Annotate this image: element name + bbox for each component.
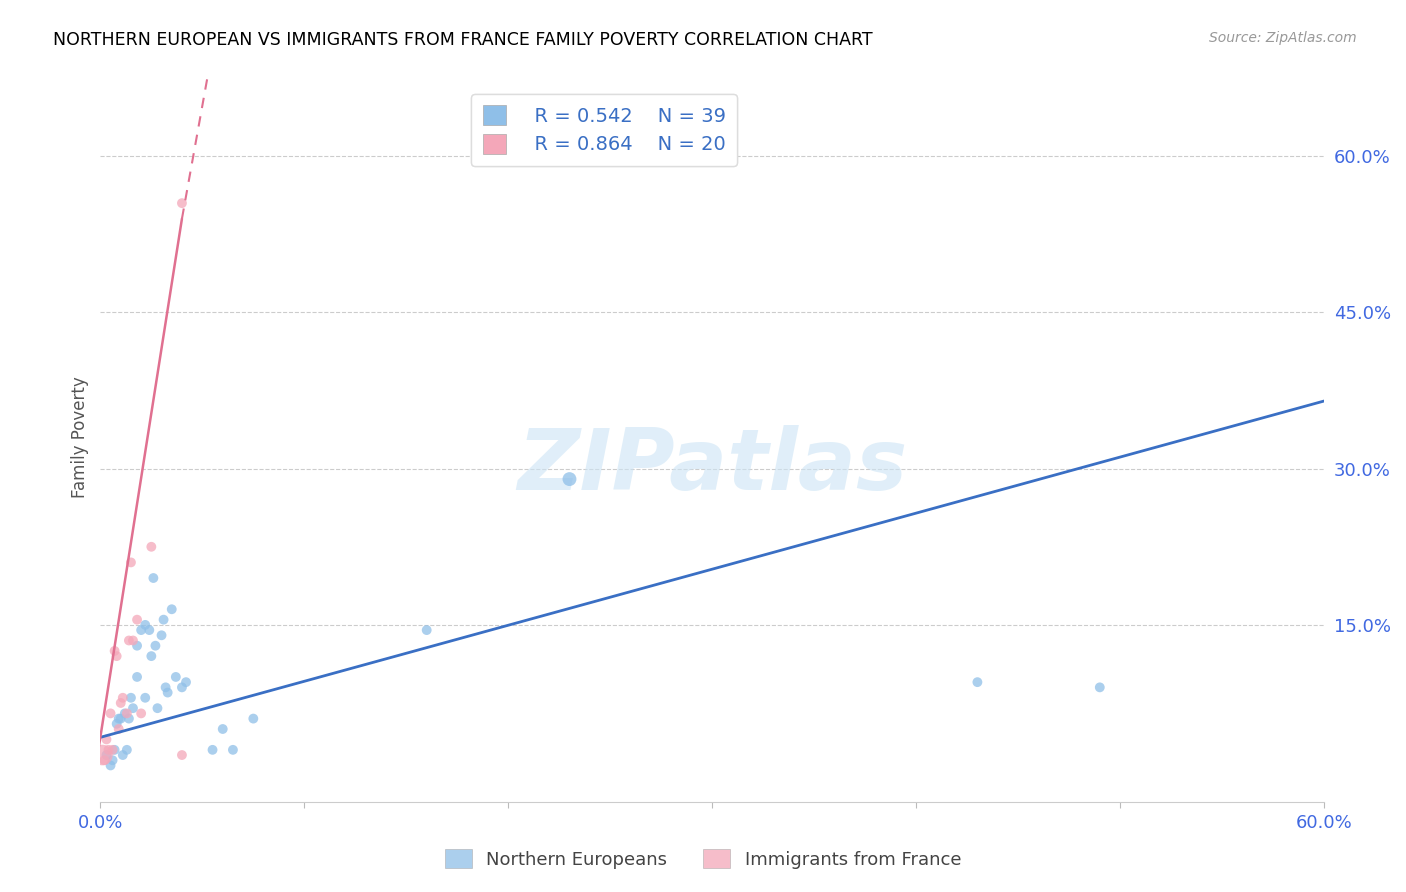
Y-axis label: Family Poverty: Family Poverty — [72, 376, 89, 499]
Point — [120, 690, 142, 705]
Point — [100, 706, 122, 721]
Point — [93, 753, 115, 767]
Point — [104, 644, 127, 658]
Point — [966, 675, 988, 690]
Text: NORTHERN EUROPEAN VS IMMIGRANTS FROM FRANCE FAMILY POVERTY CORRELATION CHART: NORTHERN EUROPEAN VS IMMIGRANTS FROM FRA… — [53, 31, 873, 49]
Point — [115, 743, 138, 757]
Point — [100, 758, 122, 772]
Point — [101, 753, 124, 767]
Point — [558, 472, 581, 486]
Point — [122, 633, 145, 648]
Point — [152, 613, 174, 627]
Point — [165, 670, 187, 684]
Text: Source: ZipAtlas.com: Source: ZipAtlas.com — [1209, 31, 1357, 45]
Point — [242, 712, 264, 726]
Point — [118, 712, 141, 726]
Point — [201, 743, 224, 757]
Point — [134, 618, 156, 632]
Point — [174, 675, 197, 690]
Point — [118, 633, 141, 648]
Point — [141, 649, 163, 664]
Point — [145, 639, 167, 653]
Point — [170, 747, 193, 762]
Point — [107, 722, 129, 736]
Point — [146, 701, 169, 715]
Point — [160, 602, 183, 616]
Point — [125, 639, 148, 653]
Legend: Northern Europeans, Immigrants from France: Northern Europeans, Immigrants from Fran… — [437, 842, 969, 876]
Point — [96, 747, 118, 762]
Point — [170, 681, 193, 695]
Point — [122, 701, 145, 715]
Point — [110, 696, 132, 710]
Point — [125, 613, 148, 627]
Point — [115, 706, 138, 721]
Point — [138, 623, 160, 637]
Point — [211, 722, 233, 736]
Text: ZIPatlas: ZIPatlas — [517, 425, 907, 508]
Point — [120, 555, 142, 569]
Point — [134, 690, 156, 705]
Legend:   R = 0.542    N = 39,   R = 0.864    N = 20: R = 0.542 N = 39, R = 0.864 N = 20 — [471, 94, 737, 166]
Point — [110, 712, 132, 726]
Point — [150, 628, 173, 642]
Point — [97, 743, 120, 757]
Point — [222, 743, 245, 757]
Point — [105, 649, 128, 664]
Point — [155, 681, 177, 695]
Point — [1088, 681, 1111, 695]
Point — [129, 706, 152, 721]
Point — [125, 670, 148, 684]
Point — [101, 743, 124, 757]
Point — [156, 685, 179, 699]
Point — [111, 690, 134, 705]
Point — [129, 623, 152, 637]
Point — [104, 743, 127, 757]
Point — [170, 196, 193, 211]
Point — [96, 732, 118, 747]
Point — [114, 706, 136, 721]
Point — [415, 623, 437, 637]
Point — [141, 540, 163, 554]
Point — [91, 747, 114, 762]
Point — [105, 716, 128, 731]
Point — [111, 747, 134, 762]
Point — [142, 571, 165, 585]
Point — [107, 712, 129, 726]
